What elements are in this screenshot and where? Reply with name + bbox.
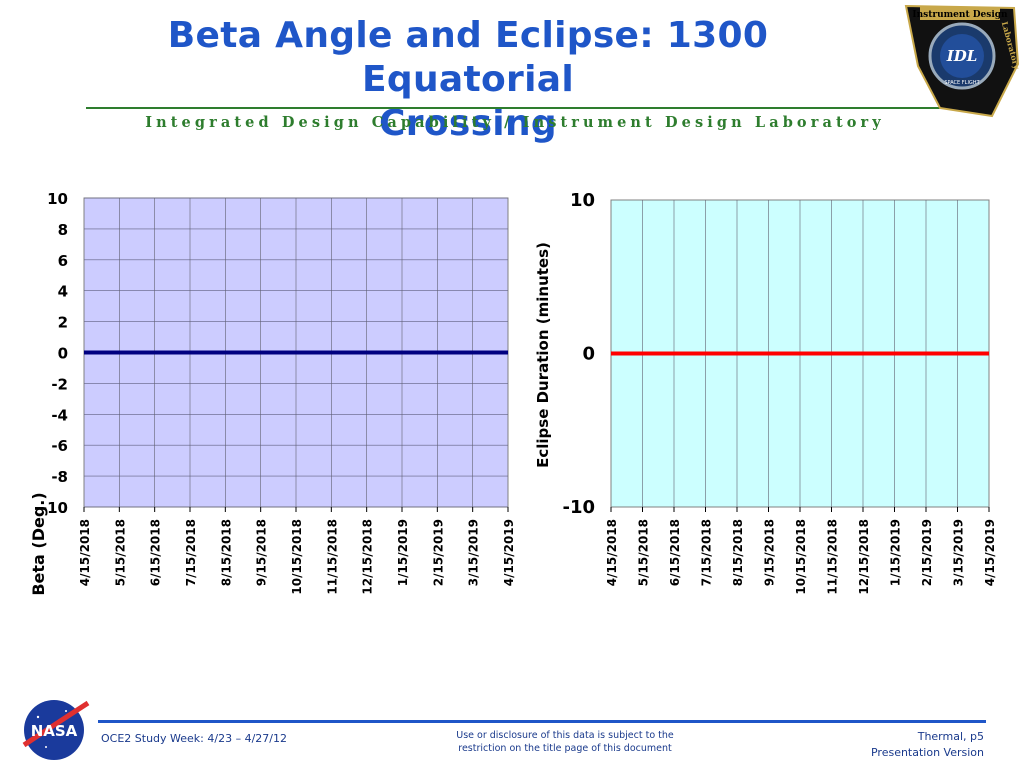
- eclipse-y-tick-label: 10: [570, 190, 595, 211]
- beta-gridlines: [84, 197, 508, 508]
- beta-y-tick-label: 0: [58, 345, 68, 363]
- eclipse-y-tick-label: 0: [582, 344, 595, 365]
- eclipse-x-ticks: 4/15/2018 5/15/2018 6/15/2018 7/15/2018 8/15…: [605, 507, 997, 595]
- eclipse-x-tick-label: 8/15/2018: [731, 519, 745, 586]
- eclipse-x-tick-label: 1/15/2019: [889, 519, 903, 586]
- beta-y-tick-label: 2: [58, 314, 68, 332]
- eclipse-x-tick-label: 4/15/2019: [983, 519, 997, 586]
- beta-x-tick-label: 4/15/2018: [78, 519, 92, 586]
- idl-logo-center-text: IDL: [946, 47, 978, 65]
- idl-logo-top-text: Instrument Design: [912, 10, 1008, 20]
- footer-disclaimer-line-2: restriction on the title page of this do…: [458, 743, 672, 754]
- eclipse-x-tick-label: 12/15/2018: [857, 519, 871, 595]
- idl-logo: Instrument Design Laboratory IDL SPACE F…: [904, 4, 1020, 118]
- beta-x-tick-label: 5/15/2018: [113, 519, 127, 586]
- eclipse-x-tick-label: 6/15/2018: [668, 519, 682, 586]
- eclipse-x-tick-label: 7/15/2018: [700, 519, 714, 586]
- slide-title: Beta Angle and Eclipse: 1300 Equatorial …: [60, 14, 876, 146]
- beta-x-tick-label: 6/15/2018: [149, 519, 163, 586]
- eclipse-y-ticks: 10 0 -10: [562, 190, 595, 518]
- eclipse-y-tick-label: -10: [562, 497, 595, 518]
- title-line-2: Crossing: [379, 103, 557, 144]
- slide-subtitle: Integrated Design Capability / Instrumen…: [145, 114, 885, 131]
- beta-y-tick-label: -10: [41, 499, 68, 517]
- eclipse-chart: 10 0 -10 4/15/2018 5/15/2018 6/15/2018 7/15/2…: [534, 190, 997, 595]
- beta-x-tick-label: 11/15/2018: [325, 519, 339, 595]
- idl-logo-ring-text: SPACE FLIGHT: [944, 80, 980, 86]
- beta-y-tick-label: 10: [47, 190, 68, 208]
- eclipse-x-tick-label: 4/15/2018: [605, 519, 619, 586]
- beta-y-ticks: 10 8 6 4 2 0 -2 -4 -6 -8 -10: [41, 190, 68, 517]
- beta-x-ticks: 4/15/2018 5/15/2018 6/15/2018 7/15/2018 8/15…: [78, 507, 516, 595]
- beta-x-tick-label: 4/15/2019: [502, 519, 516, 586]
- beta-chart: 10 8 6 4 2 0 -2 -4 -6 -8 -10 4/15/2018 5/15/2018 6/1…: [29, 190, 516, 596]
- nasa-logo-text: NASA: [31, 722, 78, 740]
- eclipse-x-tick-label: 2/15/2019: [920, 519, 934, 586]
- beta-x-tick-label: 7/15/2018: [184, 519, 198, 586]
- beta-y-tick-label: -6: [51, 437, 68, 455]
- eclipse-x-tick-label: 10/15/2018: [794, 519, 808, 595]
- footer-divider: [98, 720, 986, 723]
- charts-area: 10 8 6 4 2 0 -2 -4 -6 -8 -10 4/15/2018 5/15/2018 6/1…: [29, 190, 997, 596]
- footer-page-label: Thermal, p5: [917, 730, 984, 743]
- beta-y-axis-label: Beta (Deg.): [29, 492, 48, 595]
- eclipse-x-tick-label: 5/15/2018: [637, 519, 651, 586]
- beta-y-tick-label: 4: [58, 283, 68, 301]
- nasa-logo: NASA: [22, 700, 90, 760]
- beta-y-tick-label: -8: [51, 468, 68, 486]
- footer-disclaimer-line-1: Use or disclosure of this data is subjec…: [456, 730, 674, 741]
- footer-disclaimer: Use or disclosure of this data is subjec…: [420, 729, 710, 755]
- title-divider: [86, 107, 944, 109]
- eclipse-y-axis-label: Eclipse Duration (minutes): [534, 242, 552, 468]
- beta-x-tick-label: 10/15/2018: [290, 519, 304, 595]
- footer-study-week: OCE2 Study Week: 4/23 – 4/27/12: [101, 732, 287, 745]
- eclipse-x-tick-label: 11/15/2018: [826, 519, 840, 595]
- eclipse-x-tick-label: 3/15/2019: [952, 519, 966, 586]
- beta-x-tick-label: 9/15/2018: [255, 519, 269, 586]
- beta-x-tick-label: 3/15/2019: [467, 519, 481, 586]
- footer-page-info: Thermal, p5 Presentation Version: [871, 729, 984, 761]
- beta-y-tick-label: -2: [51, 375, 68, 393]
- beta-y-tick-label: 8: [58, 221, 68, 239]
- beta-x-tick-label: 12/15/2018: [361, 519, 375, 595]
- beta-y-tick-label: -4: [51, 406, 68, 424]
- eclipse-x-tick-label: 9/15/2018: [763, 519, 777, 586]
- title-line-1: Beta Angle and Eclipse: 1300 Equatorial: [167, 15, 769, 100]
- beta-y-tick-label: 6: [58, 252, 68, 270]
- beta-x-tick-label: 1/15/2019: [396, 519, 410, 586]
- footer-version-label: Presentation Version: [870, 746, 984, 759]
- beta-x-tick-label: 2/15/2019: [431, 519, 445, 586]
- beta-x-tick-label: 8/15/2018: [219, 519, 233, 586]
